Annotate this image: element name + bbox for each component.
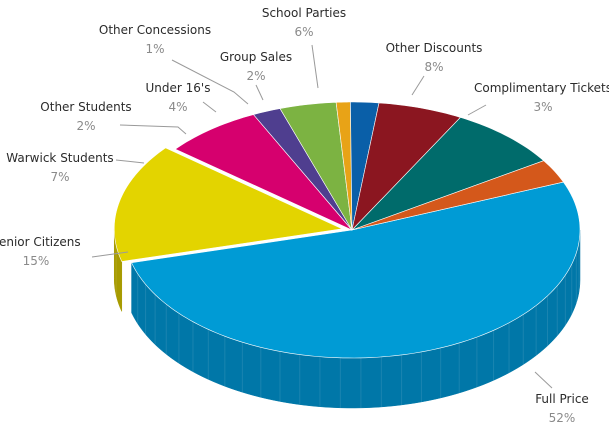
pie-slice-other-concessions (335, 101, 353, 231)
slice-value-warwick-students: 7% (50, 170, 69, 184)
leader-line-group-sales (255, 84, 264, 101)
leader-line-under-16-s (202, 101, 217, 113)
pie-slice-full-price (131, 181, 581, 359)
leader-line-warwick-students (115, 159, 145, 164)
leader-line-full-price (534, 371, 553, 389)
slice-label-complimentary-tickets: Complimentary Tickets (474, 81, 609, 95)
leader-line-senior-citizens (91, 251, 129, 258)
slice-value-full-price: 52% (549, 411, 576, 425)
slice-value-under-16-s: 4% (168, 100, 187, 114)
slice-value-senior-citizens: 15% (23, 254, 50, 268)
pie-slice-under-16-s (279, 101, 353, 231)
leader-lines (91, 44, 553, 389)
leader-line-other-students (119, 124, 187, 135)
pie-slice-other-students (252, 108, 353, 231)
slice-label-warwick-students: Warwick Students (6, 151, 113, 165)
pie-slice-senior-citizens (113, 147, 344, 262)
pie-side-walls (113, 228, 581, 409)
slice-value-other-concessions: 1% (145, 42, 164, 56)
slice-label-senior-citizens: Senior Citizens (0, 235, 81, 249)
pie-slice-warwick-students (174, 114, 353, 231)
leader-line-other-concessions (171, 59, 249, 105)
pie-slice-group-sales (350, 101, 380, 231)
pie-top-faces (113, 101, 581, 359)
slice-label-group-sales: Group Sales (220, 50, 292, 64)
slice-labels: Full Price 52% Senior Citizens 15% Warwick S… (0, 6, 609, 425)
leader-line-other-discounts (411, 75, 425, 96)
slice-value-other-students: 2% (76, 119, 95, 133)
slice-label-school-parties: School Parties (262, 6, 346, 20)
slice-label-other-discounts: Other Discounts (386, 41, 483, 55)
slice-value-complimentary-tickets: 3% (533, 100, 552, 114)
slice-label-other-students: Other Students (40, 100, 131, 114)
pie-slice-school-parties (351, 102, 461, 231)
slice-label-under-16-s: Under 16's (146, 81, 211, 95)
leader-line-school-parties (311, 44, 319, 89)
slice-value-school-parties: 6% (294, 25, 313, 39)
slice-value-group-sales: 2% (246, 69, 265, 83)
slice-value-other-discounts: 8% (424, 60, 443, 74)
slice-label-full-price: Full Price (535, 392, 589, 406)
pie-slice-complimentary-tickets (351, 160, 564, 231)
leader-line-complimentary-tickets (467, 104, 487, 116)
pie-slice-other-discounts (351, 117, 545, 231)
slice-label-other-concessions: Other Concessions (99, 23, 211, 37)
